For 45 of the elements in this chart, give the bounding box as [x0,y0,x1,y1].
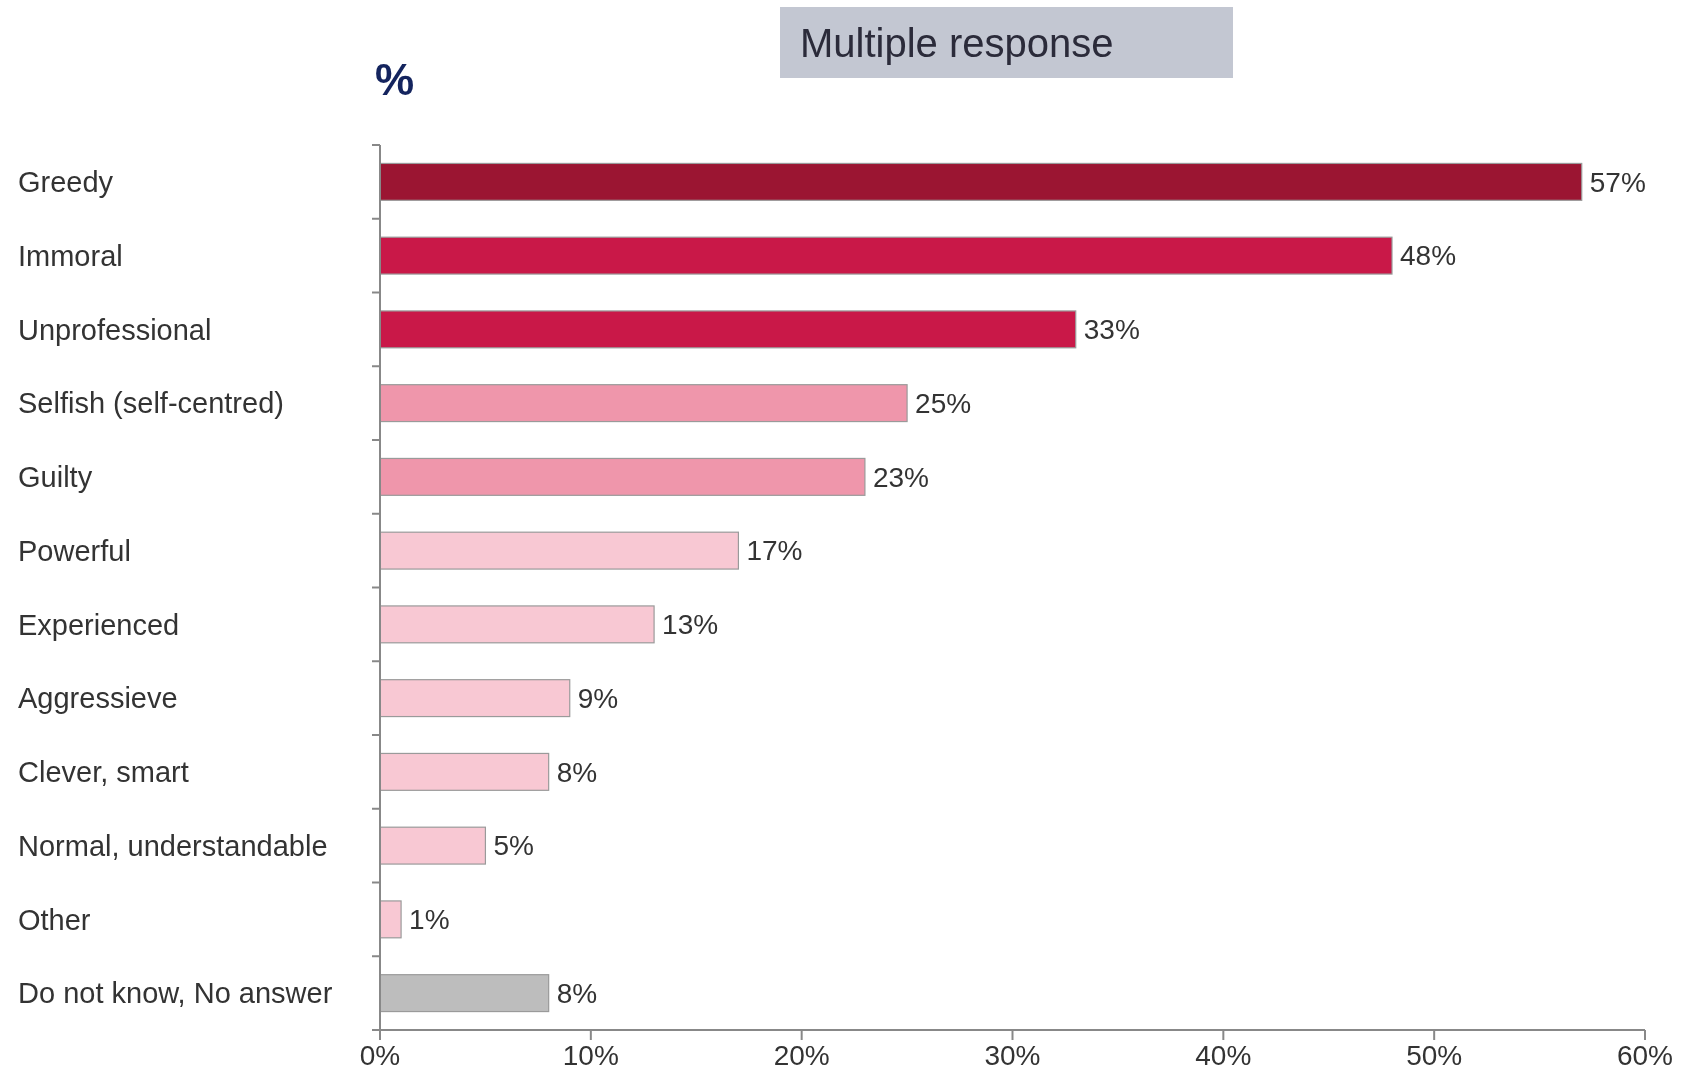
bar [379,605,655,644]
data-label: 25% [915,387,972,419]
data-label: 48% [1400,240,1457,272]
y-tick-label: Other [18,903,91,936]
data-label: 8% [556,756,598,788]
bar [379,900,402,939]
bar [379,162,1583,201]
data-label: 8% [556,977,598,1009]
text: % [375,55,415,105]
data-label: 33% [1083,314,1140,346]
y-tick-label: Normal, understandable [18,829,328,862]
bar [379,531,740,570]
y-tick-label: Immoral [18,239,123,272]
y-tick-label: Aggressieve [18,682,178,715]
y-tick-label: Experienced [18,608,180,641]
x-tick-label: 0% [359,1040,401,1071]
bar [379,384,908,423]
x-tick-label: 10% [562,1040,619,1071]
bar [379,974,550,1013]
y-tick-label: Powerful [18,534,131,567]
data-label: 1% [409,904,450,936]
y-tick-label: Greedy [18,166,114,199]
bar [379,236,1393,275]
x-tick-label: 20% [773,1040,830,1071]
x-tick-label: 50% [1406,1040,1463,1071]
x-tick-label: 60% [1616,1040,1674,1071]
y-tick-label: Selfish (self-centred) [18,387,284,420]
y-tick-label: Do not know, No answer [18,977,333,1010]
data-label: 13% [662,609,719,641]
text: Multiple response [800,21,1114,65]
data-label: 9% [577,682,619,714]
data-label: 57% [1589,166,1646,198]
x-tick-label: 30% [984,1040,1041,1071]
bar [379,457,866,496]
data-label: 23% [872,461,929,493]
bar [379,826,487,865]
bar [379,679,571,718]
y-tick-label: Unprofessional [18,313,212,346]
data-label: 5% [493,830,534,862]
bar [379,752,550,791]
y-tick-label: Clever, smart [18,756,189,789]
bar [379,310,1077,349]
x-tick-label: 40% [1195,1040,1252,1071]
y-tick-label: Guilty [18,461,93,494]
data-label: 17% [746,535,803,567]
